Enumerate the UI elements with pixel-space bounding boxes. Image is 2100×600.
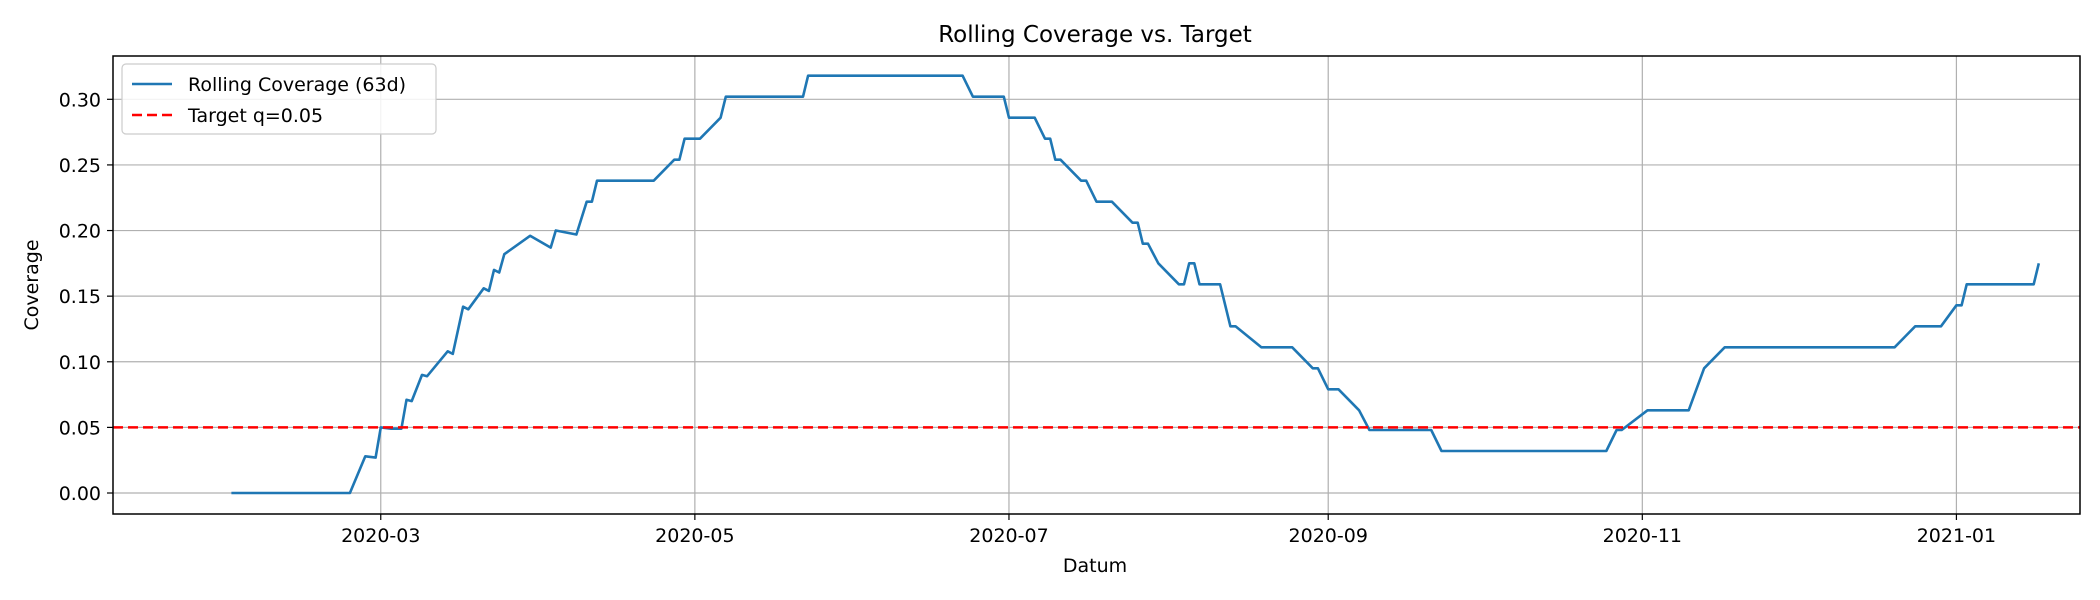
x-tick-label: 2020-03 <box>341 525 420 547</box>
legend-box <box>121 63 437 135</box>
series-line-rolling-coverage <box>231 74 2041 495</box>
x-tick-label: 2020-09 <box>1289 525 1368 547</box>
x-axis: 2020-03 2020-05 2020-07 2020-09 2020-11 2021-… <box>341 514 1996 547</box>
chart-title: Rolling Coverage vs. Target <box>938 22 1252 48</box>
plot-frame <box>112 55 2081 515</box>
x-tick-label: 2021-01 <box>1917 525 1996 547</box>
y-tick-label: 0.30 <box>59 89 101 111</box>
y-tick-label: 0.05 <box>59 417 101 439</box>
legend-label: Rolling Coverage (63d) <box>188 74 406 96</box>
series-layer <box>113 74 2080 495</box>
y-tick-label: 0.15 <box>59 286 101 308</box>
y-axis: 0.00 0.05 0.10 0.15 0.20 0.25 0.30 <box>59 89 113 505</box>
legend-label: Target q=0.05 <box>187 105 323 127</box>
y-tick-label: 0.00 <box>59 483 101 505</box>
y-tick-label: 0.20 <box>59 221 101 243</box>
y-axis-label: Coverage <box>21 239 43 330</box>
grid <box>113 56 2080 514</box>
x-axis-label: Datum <box>1063 555 1127 577</box>
y-tick-label: 0.25 <box>59 155 101 177</box>
y-tick-label: 0.10 <box>59 352 101 374</box>
x-tick-label: 2020-07 <box>969 525 1048 547</box>
legend: Rolling Coverage (63d) Target q=0.05 <box>121 63 437 135</box>
x-tick-label: 2020-11 <box>1603 525 1682 547</box>
x-tick-label: 2020-05 <box>655 525 734 547</box>
